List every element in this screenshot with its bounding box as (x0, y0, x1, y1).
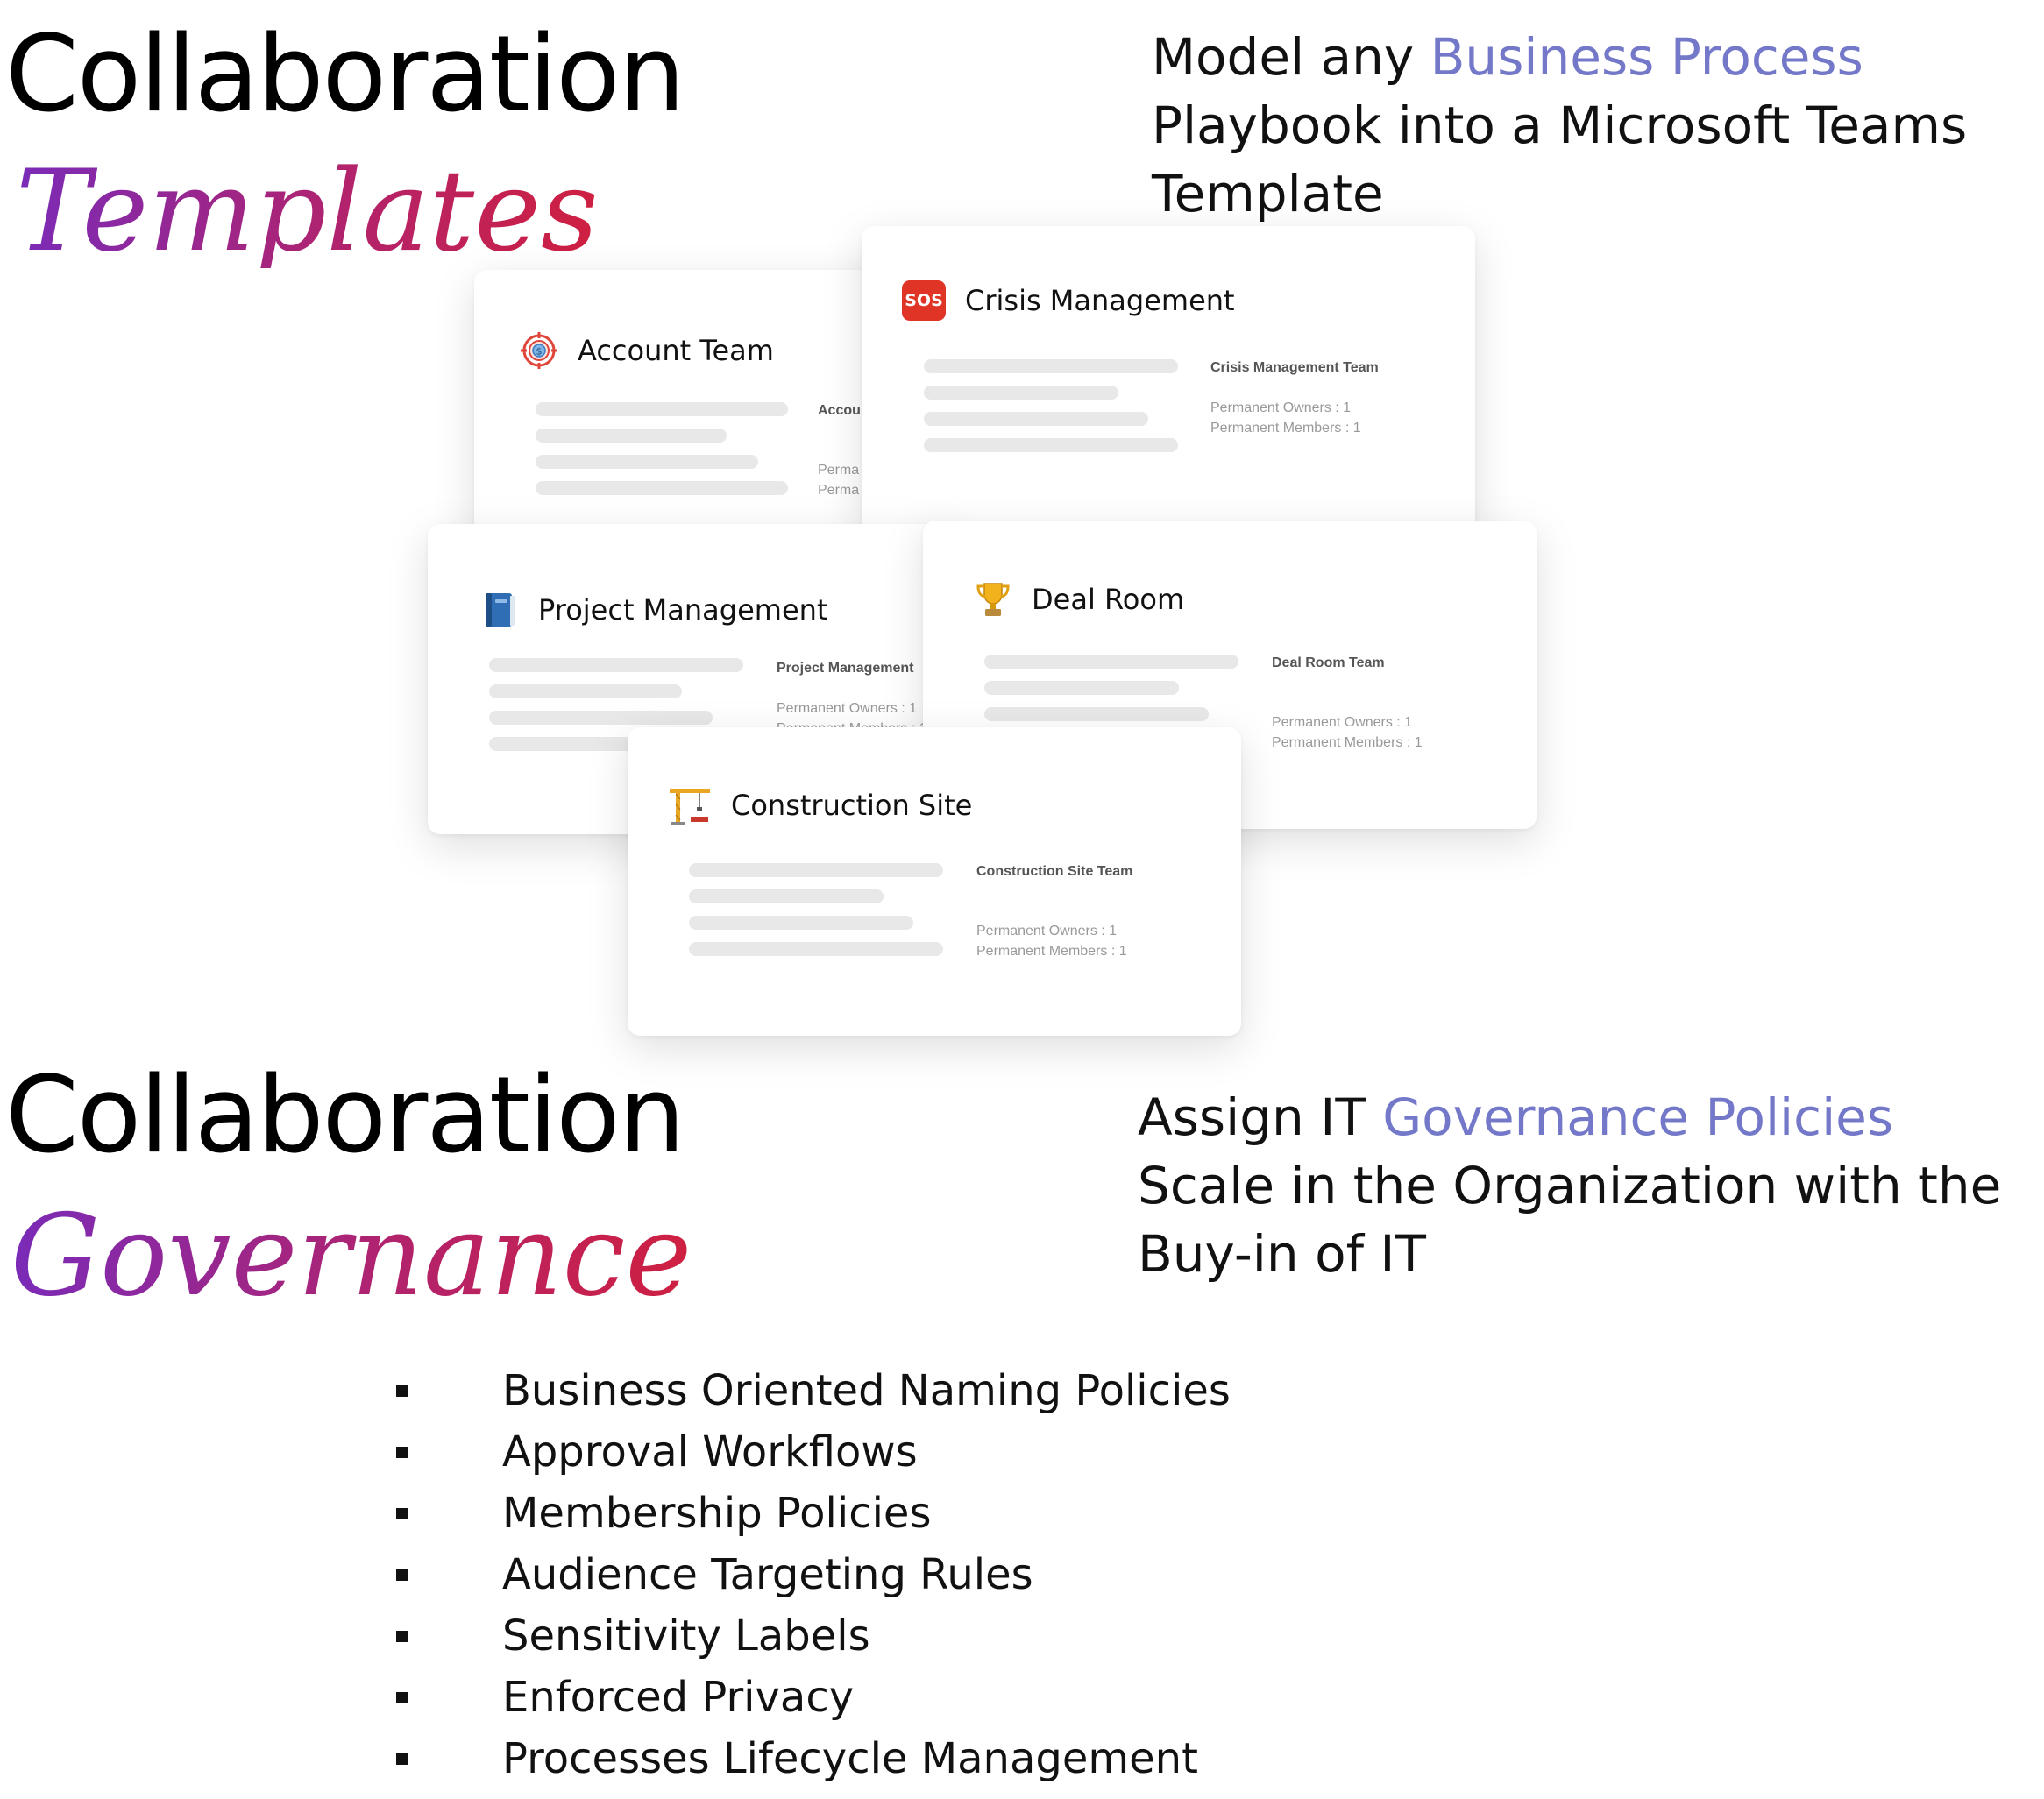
card-header: Project Management (480, 591, 827, 629)
permanent-owners: Permanent Owners : 1 (1210, 400, 1352, 415)
trophy-icon (976, 583, 1010, 616)
placeholder-bar (984, 707, 1209, 721)
card-header: $ Account Team (520, 331, 774, 370)
list-item-label: Membership Policies (502, 1489, 932, 1538)
templates-heading: Collaboration (5, 14, 685, 136)
permanent-members: Permanent Members : 1 (976, 944, 1127, 959)
card-header: Deal Room (974, 580, 1184, 619)
placeholder-bar (489, 658, 743, 672)
card-title: Crisis Management (965, 284, 1235, 317)
governance-heading: Collaboration (5, 1055, 685, 1177)
placeholder-bar (924, 438, 1178, 452)
team-name: Crisis Management Team (1210, 360, 1379, 375)
governance-bullet-list: Business Oriented Naming Policies Approv… (396, 1360, 1231, 1789)
card-title: Deal Room (1032, 583, 1185, 616)
placeholder-bar (689, 942, 943, 956)
bullet-square-icon (396, 1385, 408, 1397)
list-item: Audience Targeting Rules (396, 1544, 1231, 1605)
governance-script-title: Governance (11, 1191, 692, 1321)
templates-description-line2: Playbook into a Microsoft Teams (1152, 96, 1968, 155)
governance-description-line1: Assign IT Governance Policies (1138, 1083, 2032, 1151)
list-item: Approval Workflows (396, 1421, 1231, 1483)
placeholder-bar (984, 681, 1179, 695)
list-item-label: Audience Targeting Rules (502, 1550, 1033, 1599)
placeholder-bar (689, 889, 884, 903)
governance-description-line2: Scale in the Organization with the (1138, 1156, 2002, 1215)
placeholder-bar (924, 412, 1148, 426)
placeholder-bar (489, 711, 713, 725)
placeholder-bar (536, 429, 727, 443)
bullet-square-icon (396, 1691, 408, 1703)
placeholder-bar (489, 684, 682, 698)
permanent-members: Permanent Members : 1 (1210, 421, 1361, 436)
placeholder-bar (536, 402, 788, 416)
card-account-team[interactable]: $ Account Team Accou Perma Perma (474, 270, 912, 542)
permanent-members: Perma (818, 483, 860, 498)
card-title: Construction Site (731, 789, 973, 822)
list-item: Enforced Privacy (396, 1667, 1231, 1728)
list-item-label: Processes Lifecycle Management (502, 1734, 1198, 1783)
list-item-label: Business Oriented Naming Policies (502, 1366, 1231, 1415)
card-construction-site[interactable]: Construction Site Construction Site Team… (628, 727, 1241, 1036)
blue-book-icon (486, 593, 515, 627)
card-header: SOS Crisis Management (902, 280, 1235, 321)
placeholder-bar (536, 455, 758, 469)
permanent-owners: Permanent Owners : 1 (777, 701, 918, 716)
placeholder-bar (984, 655, 1238, 669)
list-item: Sensitivity Labels (396, 1605, 1231, 1667)
team-name: Deal Room Team (1272, 655, 1385, 670)
team-name: Accou (818, 403, 861, 418)
templates-script-title: Templates (16, 146, 599, 277)
team-name: Construction Site Team (976, 864, 1133, 879)
svg-text:$: $ (536, 346, 543, 358)
placeholder-bar (536, 481, 788, 495)
permanent-members: Permanent Members : 1 (1272, 735, 1423, 750)
list-item-label: Enforced Privacy (502, 1673, 855, 1722)
permanent-owners: Perma (818, 463, 860, 478)
card-header: Construction Site (668, 783, 972, 827)
permanent-owners: Permanent Owners : 1 (1272, 715, 1413, 730)
templates-description: Model any Business Process Playbook into… (1152, 23, 2028, 228)
card-title: Project Management (538, 593, 828, 627)
crane-icon (670, 789, 710, 825)
templates-lead-prefix: Model any (1152, 27, 1430, 87)
list-item-label: Approval Workflows (502, 1427, 918, 1477)
target-dollar-icon: $ (521, 332, 557, 369)
list-item-label: Sensitivity Labels (502, 1611, 870, 1661)
bullet-square-icon (396, 1753, 408, 1765)
governance-description-line3: Buy-in of IT (1138, 1224, 1426, 1284)
placeholder-bar (924, 359, 1178, 373)
list-item: Business Oriented Naming Policies (396, 1360, 1231, 1421)
card-title: Account Team (578, 334, 774, 367)
sos-icon-label: SOS (905, 291, 943, 310)
governance-lead-accent: Governance Policies (1382, 1087, 1894, 1147)
templates-lead-accent: Business Process (1430, 27, 1863, 87)
list-item: Processes Lifecycle Management (396, 1728, 1231, 1789)
governance-description: Assign IT Governance Policies Scale in t… (1138, 1083, 2032, 1288)
templates-description-line3: Template (1152, 164, 1384, 223)
permanent-owners: Permanent Owners : 1 (976, 924, 1118, 938)
bullet-square-icon (396, 1630, 408, 1642)
templates-description-line1: Model any Business Process (1152, 23, 2028, 91)
sos-icon: SOS (902, 280, 946, 321)
list-item: Membership Policies (396, 1483, 1231, 1544)
placeholder-bar (924, 386, 1118, 400)
governance-lead-prefix: Assign IT (1138, 1087, 1383, 1147)
placeholder-bar (689, 863, 943, 877)
card-crisis-management[interactable]: SOS Crisis Management Crisis Management … (862, 226, 1475, 535)
team-name: Project Management (777, 661, 914, 676)
bullet-square-icon (396, 1569, 408, 1581)
bullet-square-icon (396, 1507, 408, 1519)
placeholder-bar (689, 916, 913, 930)
bullet-square-icon (396, 1446, 408, 1458)
